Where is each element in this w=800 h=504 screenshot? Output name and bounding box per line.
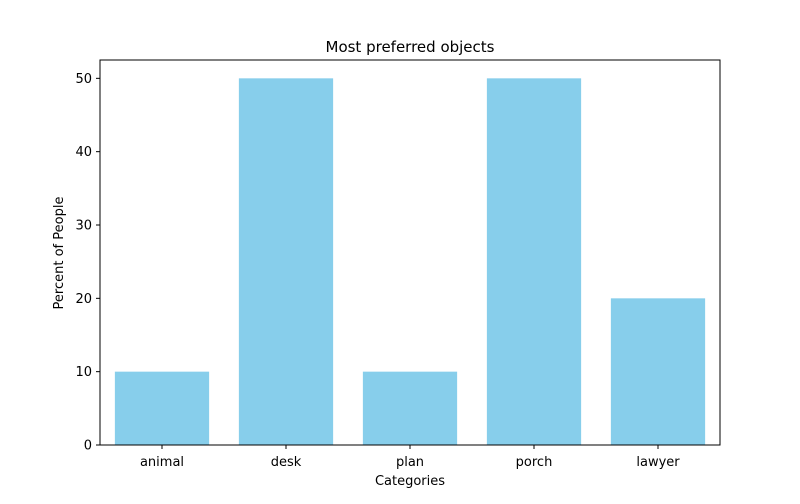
y-tick-label: 0: [84, 439, 92, 454]
x-tick-label: desk: [271, 455, 302, 470]
x-tick-label: lawyer: [636, 455, 680, 470]
y-axis-label: Percent of People: [52, 197, 67, 310]
y-tick-label: 40: [75, 145, 92, 160]
bar-lawyer: [610, 298, 706, 445]
y-tick-label: 50: [75, 72, 92, 87]
bars-layer: [114, 78, 706, 445]
x-tick-label: plan: [396, 455, 424, 470]
x-tick-label: animal: [140, 455, 184, 470]
y-tick-label: 20: [75, 292, 92, 307]
bar-animal: [114, 371, 210, 445]
bar-porch: [486, 78, 582, 445]
bar-plan: [362, 371, 458, 445]
ticks-layer: 0 10 20 30 40 50 animal desk plan porch lawyer: [75, 72, 680, 470]
bar-desk: [238, 78, 334, 445]
x-tick-label: porch: [516, 455, 553, 470]
y-tick-label: 30: [75, 219, 92, 234]
y-tick-label: 10: [75, 365, 92, 380]
chart-title: Most preferred objects: [326, 38, 495, 56]
x-axis-label: Categories: [375, 474, 445, 489]
